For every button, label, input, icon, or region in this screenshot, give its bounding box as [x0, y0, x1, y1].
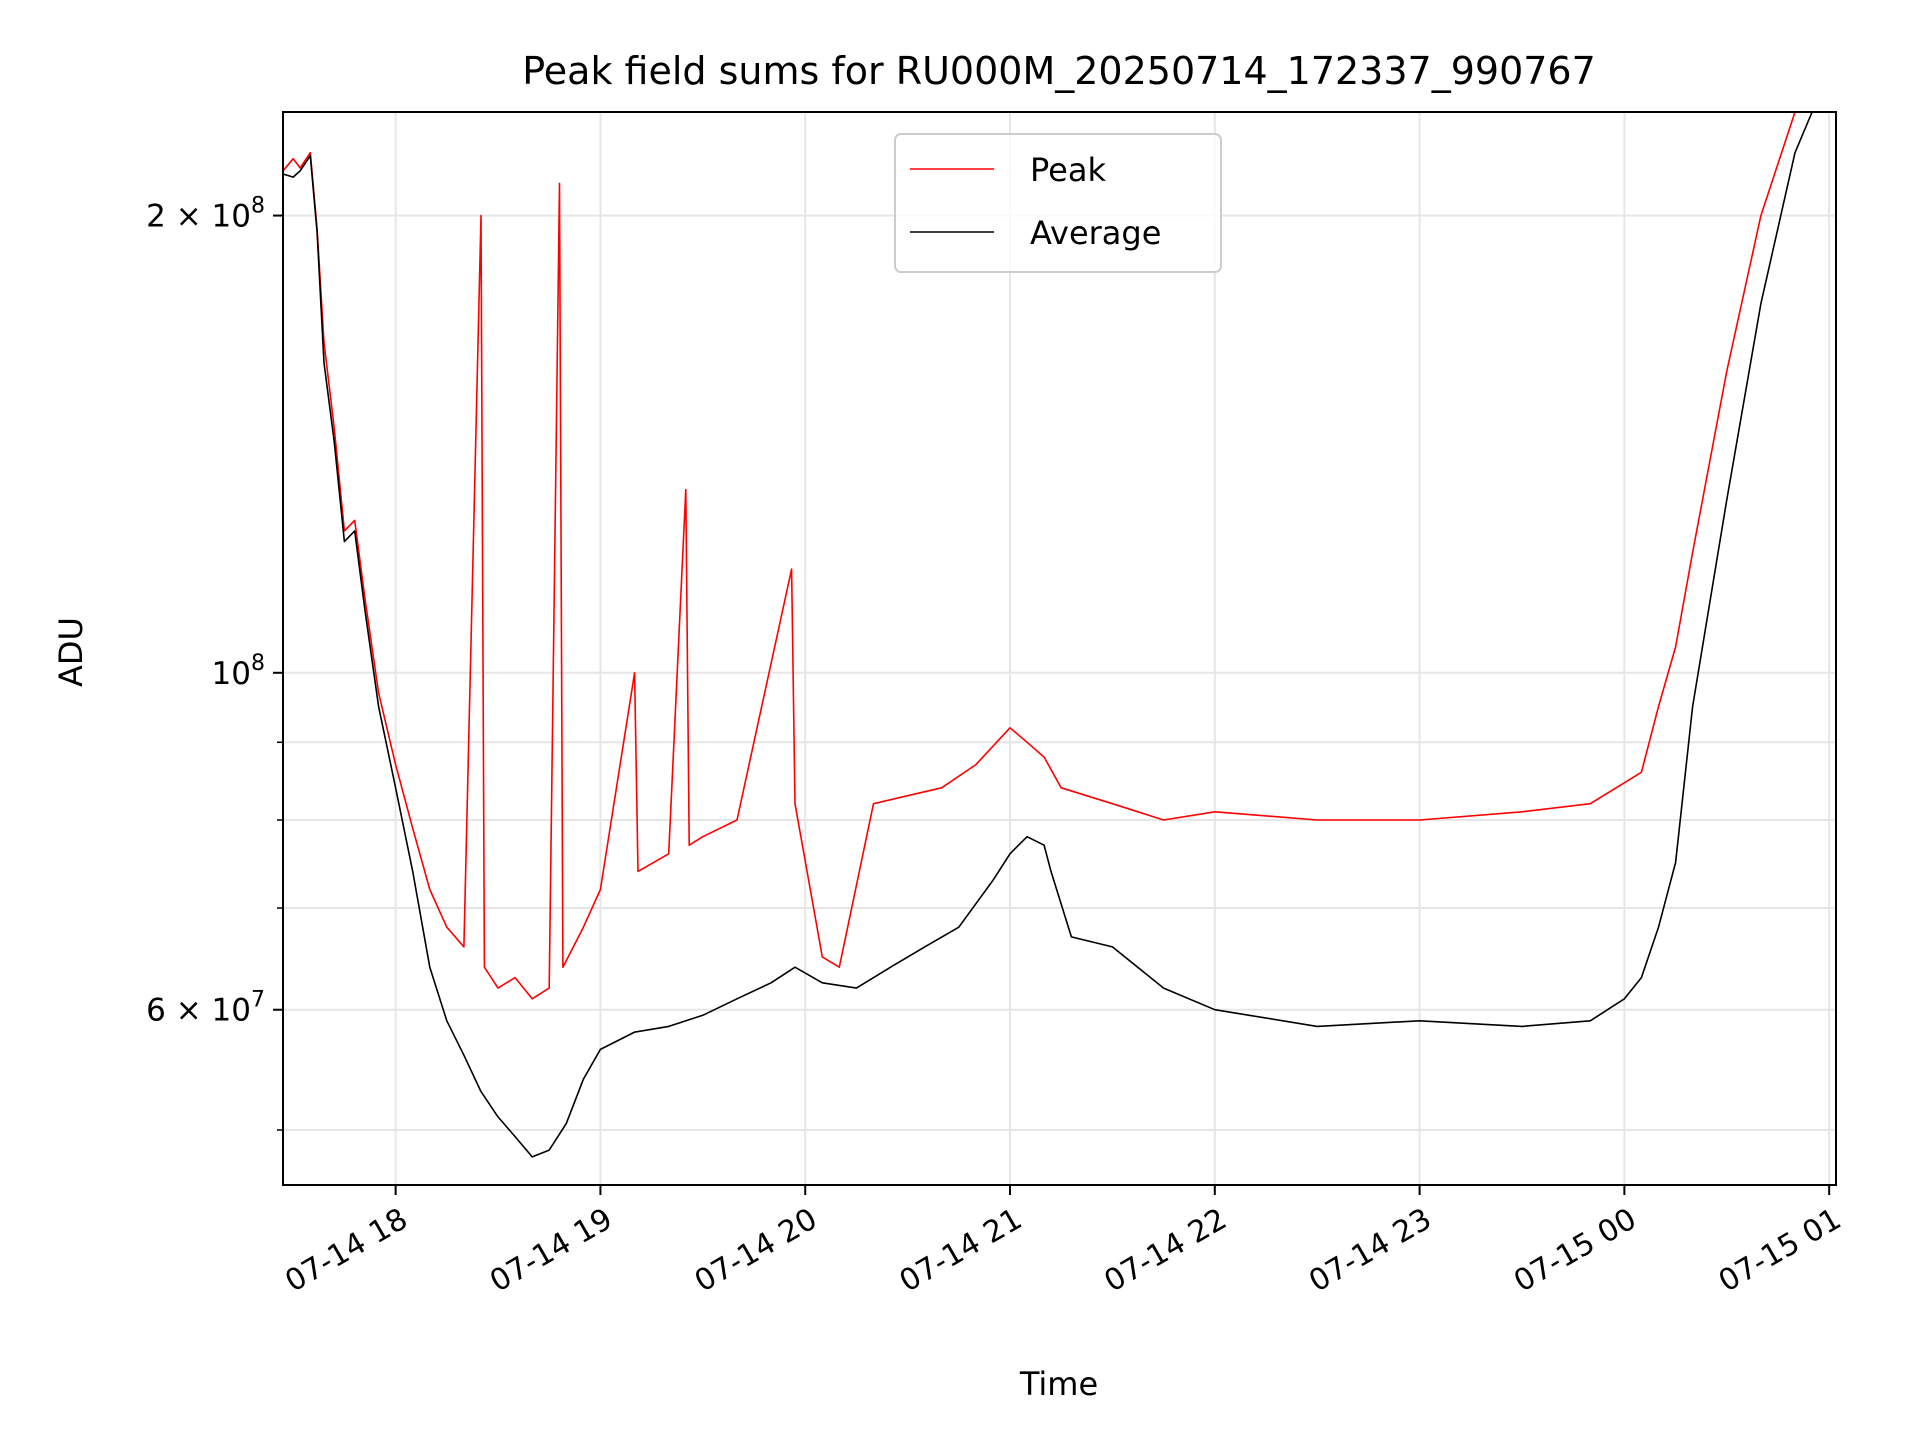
legend: Peak Average [894, 133, 1222, 273]
x-axis-label: Time [1019, 1365, 1098, 1403]
chart-title: Peak field sums for RU000M_20250714_1723… [522, 49, 1596, 93]
legend-label-peak: Peak [1030, 151, 1106, 189]
series-line-average [282, 111, 1813, 1158]
plot-frame [282, 111, 1837, 1186]
legend-label-average: Average [1030, 214, 1161, 252]
series-line-peak [282, 111, 1813, 1000]
y-axis-label: ADU [52, 617, 90, 687]
y-tick-label: 6 × 107 [146, 988, 265, 1029]
plot-area [282, 111, 1813, 1158]
y-tick-label: 2 × 108 [146, 194, 265, 235]
